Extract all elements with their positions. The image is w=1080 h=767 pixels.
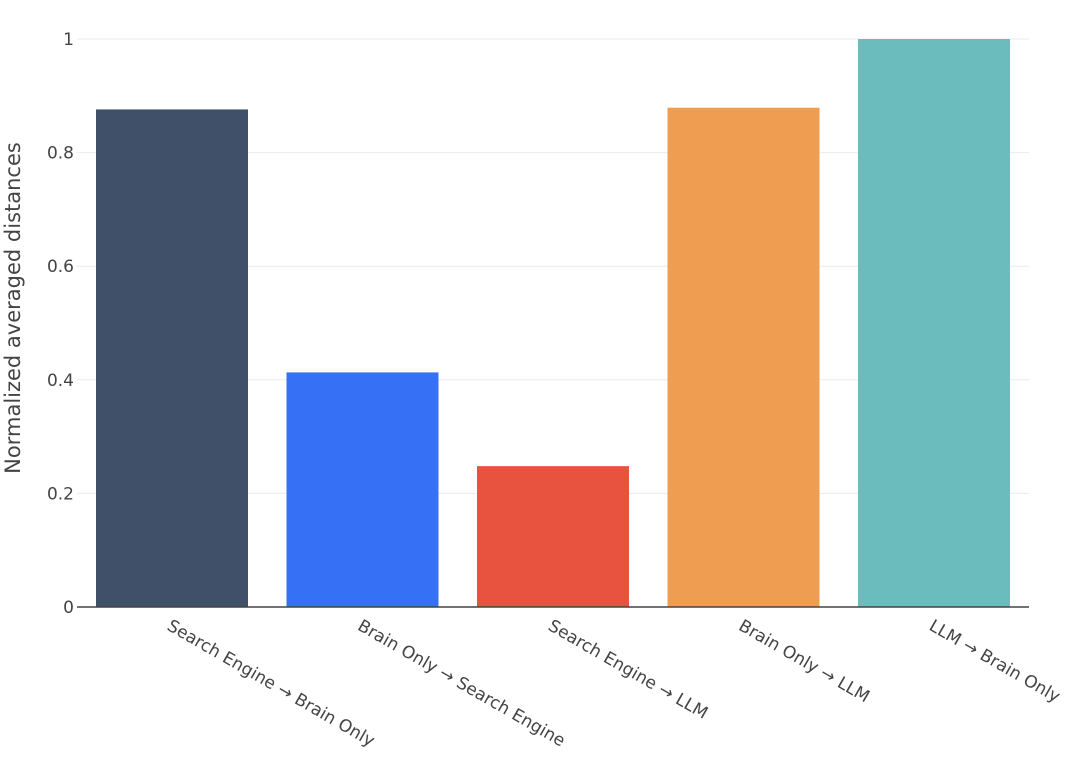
- bar[interactable]: [286, 372, 439, 607]
- y-tick-label: 1: [63, 30, 74, 50]
- y-tick-label: 0.4: [47, 371, 74, 391]
- x-category-label: Brain Only → LLM: [735, 616, 873, 707]
- bar[interactable]: [96, 109, 248, 607]
- x-category-label: LLM → Brain Only: [926, 616, 1064, 707]
- x-category-label: Search Engine → LLM: [545, 616, 712, 724]
- y-tick-label: 0.8: [47, 144, 74, 164]
- bars: [96, 39, 1010, 607]
- bar[interactable]: [477, 466, 629, 607]
- bar[interactable]: [858, 39, 1010, 607]
- bar[interactable]: [667, 107, 820, 607]
- y-tick-labels: 0 0.2 0.4 0.6 0.8 1: [47, 30, 74, 618]
- y-tick-label: 0.2: [47, 484, 74, 504]
- y-tick-label: 0.6: [47, 257, 74, 277]
- y-tick-label: 0: [63, 598, 74, 618]
- x-category-label: Brain Only → Search Engine: [354, 616, 568, 751]
- y-axis-title: Normalized averaged distances: [1, 142, 25, 474]
- x-category-label: Search Engine → Brain Only: [164, 616, 378, 751]
